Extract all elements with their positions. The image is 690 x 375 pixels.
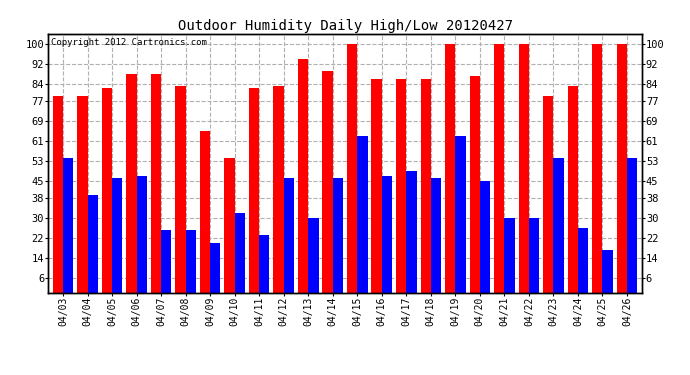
Bar — [396, 78, 406, 292]
Bar — [101, 88, 112, 292]
Bar — [126, 74, 137, 292]
Bar — [137, 176, 147, 292]
Bar — [273, 86, 284, 292]
Bar — [617, 44, 627, 292]
Bar — [406, 171, 417, 292]
Bar — [259, 235, 270, 292]
Bar — [161, 230, 171, 292]
Bar — [357, 136, 368, 292]
Bar — [592, 44, 602, 292]
Bar — [249, 88, 259, 292]
Bar — [382, 176, 392, 292]
Bar — [175, 86, 186, 292]
Bar — [210, 243, 220, 292]
Bar — [480, 180, 490, 292]
Title: Outdoor Humidity Daily High/Low 20120427: Outdoor Humidity Daily High/Low 20120427 — [177, 19, 513, 33]
Bar — [543, 96, 553, 292]
Bar — [347, 44, 357, 292]
Bar — [284, 178, 294, 292]
Bar — [298, 58, 308, 292]
Bar — [627, 158, 638, 292]
Bar — [504, 218, 515, 292]
Bar — [63, 158, 73, 292]
Bar — [52, 96, 63, 292]
Bar — [578, 228, 589, 292]
Bar — [431, 178, 441, 292]
Bar — [602, 250, 613, 292]
Bar — [235, 213, 245, 292]
Bar — [553, 158, 564, 292]
Bar — [529, 218, 539, 292]
Bar — [77, 96, 88, 292]
Bar — [200, 131, 210, 292]
Bar — [308, 218, 319, 292]
Bar — [494, 44, 504, 292]
Bar — [186, 230, 196, 292]
Bar — [455, 136, 466, 292]
Bar — [112, 178, 122, 292]
Bar — [322, 71, 333, 292]
Bar — [333, 178, 343, 292]
Bar — [519, 44, 529, 292]
Bar — [420, 78, 431, 292]
Bar — [445, 44, 455, 292]
Bar — [224, 158, 235, 292]
Bar — [88, 195, 98, 292]
Bar — [470, 76, 480, 292]
Bar — [371, 78, 382, 292]
Text: Copyright 2012 Cartronics.com: Copyright 2012 Cartronics.com — [51, 38, 207, 46]
Bar — [568, 86, 578, 292]
Bar — [151, 74, 161, 292]
